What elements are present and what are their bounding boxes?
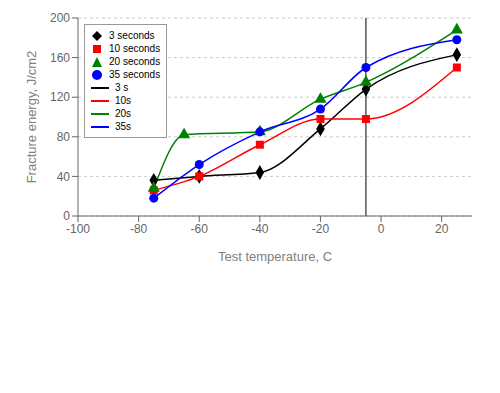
svg-text:160: 160 (50, 51, 70, 65)
html-text:10 seconds: 10 seconds (109, 43, 161, 54)
svg-text:Fracture energy, J/cm2: Fracture energy, J/cm2 (24, 51, 39, 184)
svg-text:-100: -100 (66, 222, 90, 236)
svg-text:0: 0 (378, 222, 385, 236)
svg-text:20: 20 (435, 222, 449, 236)
svg-text:Test temperature, C: Test temperature, C (218, 249, 332, 264)
svg-text:-40: -40 (251, 222, 269, 236)
svg-text:0: 0 (63, 209, 70, 223)
html-text:3 s: 3 s (115, 82, 129, 93)
html-text:20 seconds: 20 seconds (109, 56, 161, 67)
svg-text:120: 120 (50, 90, 70, 104)
svg-text:-20: -20 (312, 222, 330, 236)
svg-text:80: 80 (57, 130, 71, 144)
html-text:20s: 20s (115, 108, 132, 119)
svg-text:-60: -60 (191, 222, 209, 236)
html-text:3 seconds: 3 seconds (109, 30, 155, 41)
html-text:35s: 35s (115, 121, 132, 132)
svg-text:40: 40 (57, 170, 71, 184)
svg-text:200: 200 (50, 11, 70, 25)
html-text:10s: 10s (115, 95, 132, 106)
html-text:35 seconds: 35 seconds (109, 69, 161, 80)
svg-text:-80: -80 (130, 222, 148, 236)
